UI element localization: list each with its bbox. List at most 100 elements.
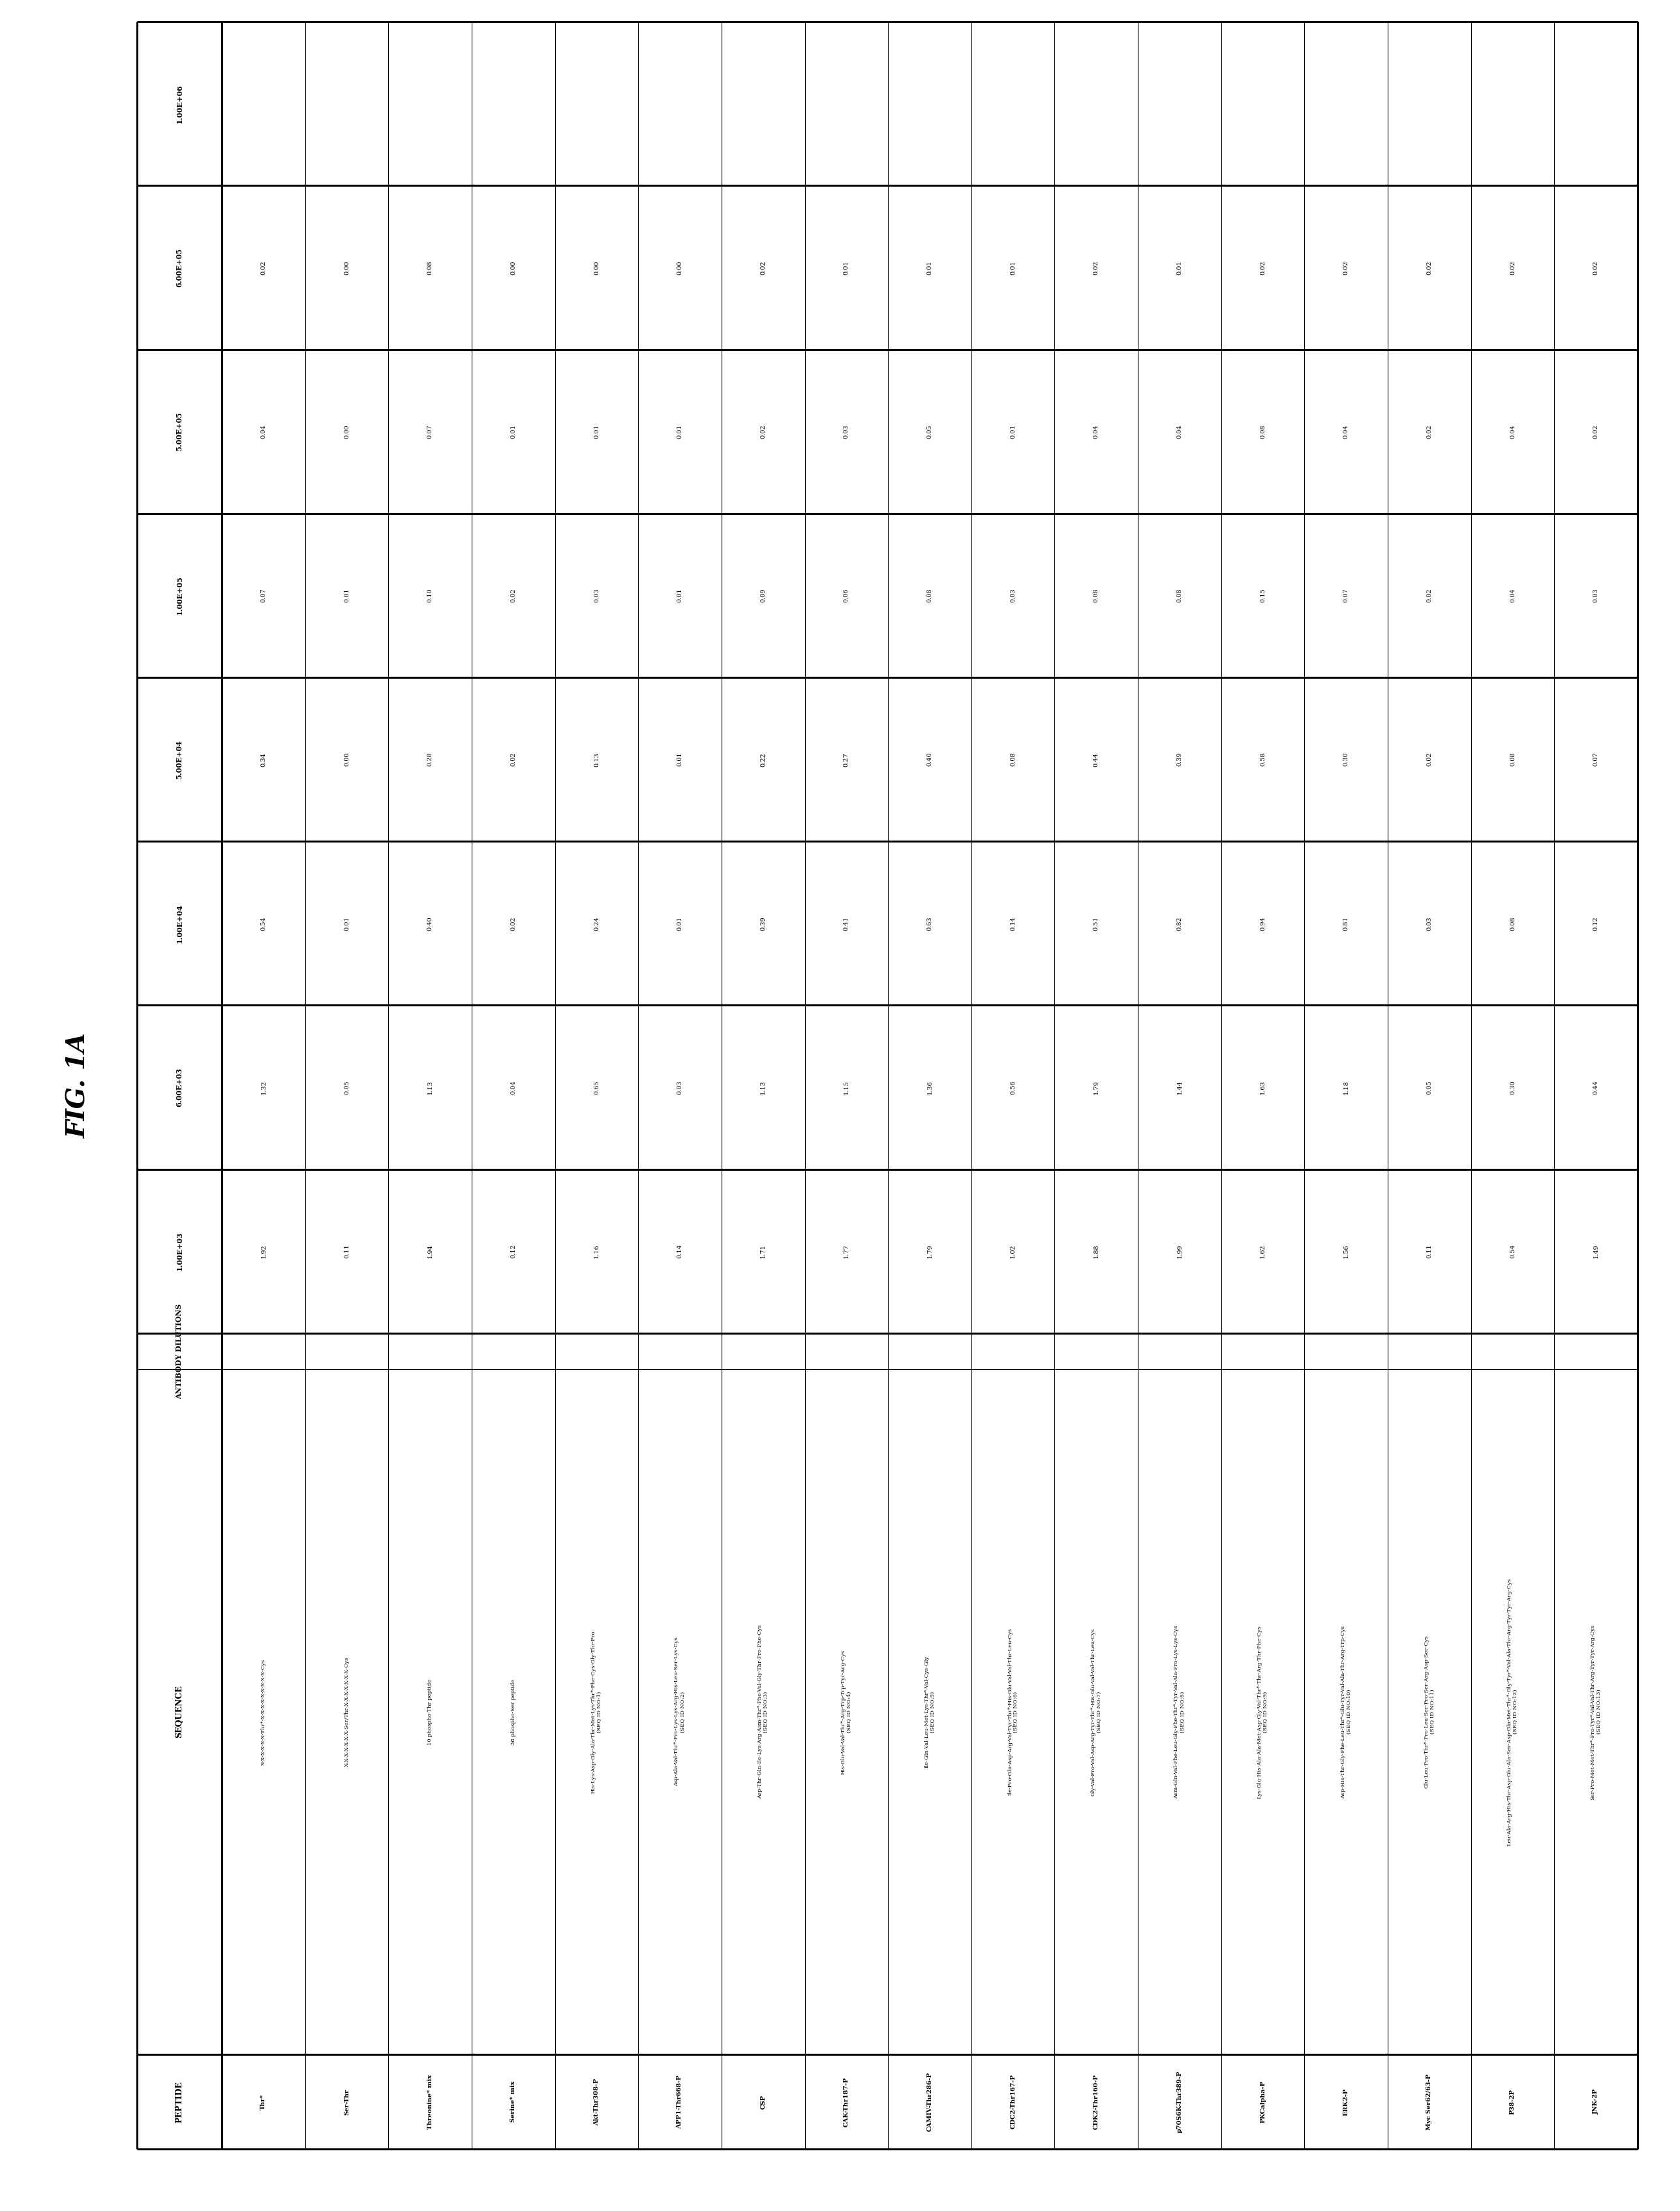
Text: FIG. 1A: FIG. 1A (66, 1033, 91, 1139)
Text: 1.36: 1.36 (927, 1081, 932, 1094)
Text: p70S6K-Thr389-P: p70S6K-Thr389-P (1176, 2069, 1183, 2134)
Text: CAK-Thr187-P: CAK-Thr187-P (843, 2076, 850, 2127)
Text: 0.07: 0.07 (427, 425, 433, 438)
Text: P38-2P: P38-2P (1510, 2089, 1515, 2114)
Text: Asp-Thr-Gln-Ile-Lys-Arg-Asm-Thr*-Phe-Val-Gly-Thr-Pro-Phe-Cys
(SEQ ID NO:3): Asp-Thr-Gln-Ile-Lys-Arg-Asm-Thr*-Phe-Val… (758, 1625, 769, 1800)
Text: 1.00E+05: 1.00E+05 (176, 575, 183, 615)
Text: 0.08: 0.08 (927, 588, 932, 601)
Text: CDK2-Thr160-P: CDK2-Thr160-P (1094, 2074, 1099, 2129)
Text: 0.41: 0.41 (843, 915, 850, 931)
Text: 0.00: 0.00 (344, 261, 349, 274)
Text: 0.02: 0.02 (1426, 588, 1433, 601)
Text: 0.02: 0.02 (761, 425, 766, 438)
Text: 0.04: 0.04 (1176, 425, 1183, 438)
Text: 0.02: 0.02 (1426, 425, 1433, 438)
Text: 0.12: 0.12 (511, 1245, 516, 1258)
Text: ERK2-P: ERK2-P (1344, 2087, 1349, 2116)
Text: 0.01: 0.01 (677, 588, 682, 601)
Text: CSP: CSP (761, 2094, 766, 2109)
Text: 0.05: 0.05 (1426, 1081, 1433, 1094)
Text: 0.01: 0.01 (344, 588, 349, 601)
Text: 6.00E+05: 6.00E+05 (176, 248, 183, 287)
Text: 0.02: 0.02 (1426, 752, 1433, 767)
Text: 0.11: 0.11 (344, 1245, 349, 1258)
Text: Akt-Thr308-P: Akt-Thr308-P (593, 2078, 600, 2125)
Text: JNK-2P: JNK-2P (1593, 2089, 1599, 2114)
Text: 0.02: 0.02 (1593, 261, 1599, 274)
Text: 0.15: 0.15 (1260, 588, 1265, 601)
Text: 0.13: 0.13 (593, 752, 600, 767)
Text: Myc Ser62/63-P: Myc Ser62/63-P (1426, 2074, 1433, 2129)
Text: 38 phospho-Ser peptide: 38 phospho-Ser peptide (511, 1678, 516, 1744)
Text: 6.00E+03: 6.00E+03 (176, 1068, 183, 1108)
Text: 0.05: 0.05 (344, 1081, 349, 1094)
Text: 0.08: 0.08 (1510, 752, 1515, 767)
Text: 0.39: 0.39 (761, 915, 766, 931)
Text: 1.63: 1.63 (1260, 1081, 1265, 1094)
Text: 0.06: 0.06 (843, 588, 850, 601)
Text: 0.00: 0.00 (511, 261, 516, 274)
Text: ANTIBODY DILUTIONS: ANTIBODY DILUTIONS (176, 1304, 183, 1400)
Text: Leu-Ala-Arg-His-Thr-Asp-Glu-Ala-Ser-Asp-Gln-Met-Thr*-Gly-Tyr*-Val-Ala-Thr-Arg-Ty: Leu-Ala-Arg-His-Thr-Asp-Glu-Ala-Ser-Asp-… (1507, 1579, 1519, 1846)
Text: 1.71: 1.71 (761, 1245, 766, 1258)
Text: 0.03: 0.03 (593, 588, 600, 601)
Text: 0.65: 0.65 (593, 1081, 600, 1094)
Text: Ser-Pro-Met-Met-Thr*-Pro-Tyr*-Val-Val-Thr-Arg-Tyr-Tyr-Arg-Cys
(SEQ ID NO:13): Ser-Pro-Met-Met-Thr*-Pro-Tyr*-Val-Val-Th… (1591, 1625, 1601, 1800)
Text: 0.58: 0.58 (1260, 752, 1265, 767)
Text: 0.01: 0.01 (1010, 425, 1016, 438)
Text: 0.30: 0.30 (1344, 752, 1349, 767)
Text: 0.03: 0.03 (1426, 915, 1433, 931)
Text: 0.04: 0.04 (1094, 425, 1099, 438)
Text: 0.63: 0.63 (927, 915, 932, 931)
Text: 0.08: 0.08 (1510, 915, 1515, 931)
Text: 0.54: 0.54 (1510, 1245, 1515, 1258)
Text: Asp-Ala-Val-Thr*-Pro-Lys-Lys-Arg-His-Leu-Ser-Lys-Cys
(SEQ ID NO:2): Asp-Ala-Val-Thr*-Pro-Lys-Lys-Arg-His-Leu… (674, 1636, 685, 1786)
Text: 0.01: 0.01 (843, 261, 850, 274)
Text: 0.04: 0.04 (1344, 425, 1349, 438)
Text: Glu-Leu-Pro-Thr*-Pro-Leu-Ser-Pro-Ser-Arg-Asp-Ser-Cys
(SEQ ID NO:11): Glu-Leu-Pro-Thr*-Pro-Leu-Ser-Pro-Ser-Arg… (1423, 1636, 1435, 1789)
Text: CDC2-Thr167-P: CDC2-Thr167-P (1010, 2074, 1016, 2129)
Text: 0.27: 0.27 (843, 752, 850, 767)
Text: 0.44: 0.44 (1094, 752, 1099, 767)
Text: 0.40: 0.40 (427, 915, 433, 931)
Text: 1.92: 1.92 (260, 1245, 267, 1258)
Text: 0.04: 0.04 (1510, 425, 1515, 438)
Text: 1.88: 1.88 (1094, 1245, 1099, 1258)
Text: 0.03: 0.03 (1593, 588, 1599, 601)
Text: 5.00E+04: 5.00E+04 (176, 741, 183, 778)
Text: 0.51: 0.51 (1094, 915, 1099, 931)
Text: SEQUENCE: SEQUENCE (175, 1685, 183, 1738)
Text: Ile-Gln-Val-Leu-Met-Lys-Thr*-Val-Cys-Gly
(SEQ ID NO:5): Ile-Gln-Val-Leu-Met-Lys-Thr*-Val-Cys-Gly… (924, 1656, 936, 1769)
Text: 0.07: 0.07 (1593, 752, 1599, 767)
Text: 0.00: 0.00 (344, 752, 349, 767)
Text: 1.13: 1.13 (761, 1081, 766, 1094)
Text: 0.94: 0.94 (1260, 915, 1265, 931)
Text: 0.07: 0.07 (1344, 588, 1349, 601)
Text: 1.44: 1.44 (1176, 1081, 1183, 1094)
Text: 0.34: 0.34 (260, 752, 267, 767)
Text: 0.02: 0.02 (1094, 261, 1099, 274)
Text: 1.56: 1.56 (1344, 1245, 1349, 1258)
Text: 1.02: 1.02 (1010, 1245, 1016, 1258)
Text: 0.09: 0.09 (761, 588, 766, 601)
Text: 1.13: 1.13 (427, 1081, 433, 1094)
Text: 0.01: 0.01 (1010, 261, 1016, 274)
Text: 1.00E+06: 1.00E+06 (176, 84, 183, 124)
Text: APP1-Thr668-P: APP1-Thr668-P (677, 2074, 682, 2129)
Text: 0.01: 0.01 (1176, 261, 1183, 274)
Text: 0.08: 0.08 (427, 261, 433, 274)
Text: 0.02: 0.02 (761, 261, 766, 274)
Text: 0.02: 0.02 (1593, 425, 1599, 438)
Text: 0.82: 0.82 (1176, 915, 1183, 931)
Text: 0.01: 0.01 (927, 261, 932, 274)
Text: 0.01: 0.01 (677, 752, 682, 767)
Text: 0.39: 0.39 (1176, 752, 1183, 767)
Text: 0.40: 0.40 (927, 752, 932, 767)
Text: Ile-Pro-Gln-Asp-Arg-Val-Tyr-Thr*-His-Glu-Val-Val-Thr-Leu-Cys
(SEQ ID NO:6): Ile-Pro-Gln-Asp-Arg-Val-Tyr-Thr*-His-Glu… (1008, 1627, 1018, 1795)
Text: 0.04: 0.04 (260, 425, 267, 438)
Text: 0.08: 0.08 (1260, 425, 1265, 438)
Text: CAMIV-Thr286-P: CAMIV-Thr286-P (927, 2072, 932, 2131)
Text: 1.99: 1.99 (1176, 1245, 1183, 1258)
Text: X-X-X-X-X-X-X-Ser/Thr-X-X-X-X-X-X-X-Cys: X-X-X-X-X-X-X-Ser/Thr-X-X-X-X-X-X-X-Cys (344, 1656, 349, 1767)
Text: 0.01: 0.01 (511, 425, 516, 438)
